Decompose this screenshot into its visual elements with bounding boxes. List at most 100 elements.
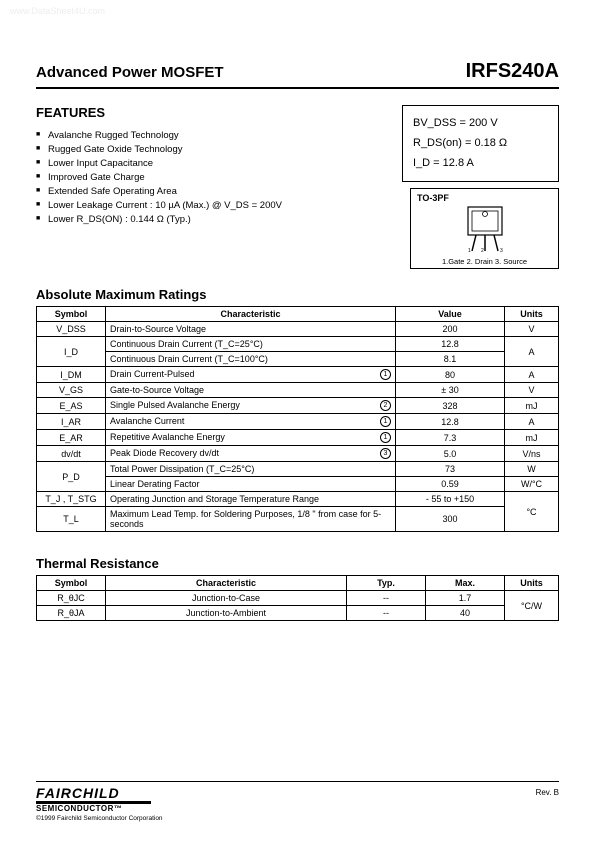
cell-symbol: P_D: [37, 462, 106, 492]
title-left: Advanced Power MOSFET: [36, 64, 224, 81]
svg-text:3: 3: [500, 248, 503, 254]
spec-line-2: R_DS(on) = 0.18 Ω: [413, 134, 548, 154]
cell-symbol: T_J , T_STG: [37, 492, 106, 507]
cell-units: °C/W: [505, 591, 559, 621]
table-row: Linear Derating Factor0.59W/°C: [37, 477, 559, 492]
note-icon: 1: [380, 416, 391, 427]
feature-item: Extended Safe Operating Area: [36, 186, 402, 197]
svg-text:1: 1: [468, 248, 471, 254]
revision: Rev. B: [536, 788, 559, 797]
note-icon: 2: [380, 400, 391, 411]
table-row: V_GSGate-to-Source Voltage± 30V: [37, 383, 559, 398]
cell-max: 40: [426, 606, 505, 621]
cell-symbol: R_θJA: [37, 606, 106, 621]
note-icon: 1: [380, 369, 391, 380]
abs-max-title: Absolute Maximum Ratings: [36, 287, 559, 302]
cell-units: A: [505, 367, 559, 383]
features-title: FEATURES: [36, 105, 402, 120]
th-char: Characteristic: [106, 307, 396, 322]
package-pins: 1.Gate 2. Drain 3. Source: [417, 257, 552, 266]
feature-item: Rugged Gate Oxide Technology: [36, 144, 402, 155]
cell-symbol: I_D: [37, 337, 106, 367]
cell-char: Total Power Dissipation (T_C=25°C): [106, 462, 396, 477]
cell-value: 7.3: [396, 430, 505, 446]
cell-units: W: [505, 462, 559, 477]
cell-char: Drain-to-Source Voltage: [106, 322, 396, 337]
cell-symbol: E_AR: [37, 430, 106, 446]
spec-line-1: BV_DSS = 200 V: [413, 114, 548, 134]
fairchild-logo: FAIRCHILD: [36, 786, 559, 800]
cell-value: 300: [396, 507, 505, 532]
footer: FAIRCHILD SEMICONDUCTOR™ ©1999 Fairchild…: [36, 781, 559, 822]
th-max: Max.: [426, 576, 505, 591]
cell-value: 0.59: [396, 477, 505, 492]
feature-item: Lower R_DS(ON) : 0.144 Ω (Typ.): [36, 214, 402, 225]
th-char: Characteristic: [106, 576, 347, 591]
cell-value: 8.1: [396, 352, 505, 367]
cell-value: 200: [396, 322, 505, 337]
cell-char: Junction-to-Ambient: [106, 606, 347, 621]
cell-typ: --: [347, 606, 426, 621]
cell-char: Avalanche Current1: [106, 414, 396, 430]
table-row: E_ARRepetitive Avalanche Energy17.3mJ: [37, 430, 559, 446]
cell-value: 328: [396, 398, 505, 414]
cell-value: 12.8: [396, 414, 505, 430]
semiconductor-text: SEMICONDUCTOR™: [36, 804, 559, 813]
cell-char: Gate-to-Source Voltage: [106, 383, 396, 398]
cell-char: Operating Junction and Storage Temperatu…: [106, 492, 396, 507]
feature-item: Avalanche Rugged Technology: [36, 130, 402, 141]
cell-typ: --: [347, 591, 426, 606]
cell-units: V/ns: [505, 446, 559, 462]
cell-units: mJ: [505, 398, 559, 414]
feature-list: Avalanche Rugged Technology Rugged Gate O…: [36, 130, 402, 225]
feature-item: Lower Leakage Current : 10 µA (Max.) @ V…: [36, 200, 402, 211]
cell-symbol: V_GS: [37, 383, 106, 398]
th-units: Units: [505, 576, 559, 591]
feature-item: Lower Input Capacitance: [36, 158, 402, 169]
th-symbol: Symbol: [37, 576, 106, 591]
cell-char: Drain Current-Pulsed1: [106, 367, 396, 383]
cell-units: V: [505, 322, 559, 337]
thermal-table: Symbol Characteristic Typ. Max. Units R_…: [36, 575, 559, 621]
th-symbol: Symbol: [37, 307, 106, 322]
cell-symbol: R_θJC: [37, 591, 106, 606]
cell-units: A: [505, 337, 559, 367]
cell-char: Junction-to-Case: [106, 591, 347, 606]
cell-char: Peak Diode Recovery dv/dt3: [106, 446, 396, 462]
cell-units: mJ: [505, 430, 559, 446]
feature-item: Improved Gate Charge: [36, 172, 402, 183]
cell-char: Linear Derating Factor: [106, 477, 396, 492]
watermark: www.DataSheet4U.com: [10, 6, 105, 16]
cell-units: W/°C: [505, 477, 559, 492]
table-row: E_ASSingle Pulsed Avalanche Energy2328mJ: [37, 398, 559, 414]
cell-symbol: I_AR: [37, 414, 106, 430]
cell-value: 73: [396, 462, 505, 477]
thermal-title: Thermal Resistance: [36, 556, 559, 571]
table-row: P_DTotal Power Dissipation (T_C=25°C)73W: [37, 462, 559, 477]
cell-symbol: I_DM: [37, 367, 106, 383]
part-number: IRFS240A: [466, 60, 559, 83]
cell-char: Repetitive Avalanche Energy1: [106, 430, 396, 446]
table-row: dv/dtPeak Diode Recovery dv/dt35.0V/ns: [37, 446, 559, 462]
th-value: Value: [396, 307, 505, 322]
cell-value: 80: [396, 367, 505, 383]
cell-symbol: T_L: [37, 507, 106, 532]
header: Advanced Power MOSFET IRFS240A: [36, 60, 559, 89]
cell-symbol: E_AS: [37, 398, 106, 414]
copyright: ©1999 Fairchild Semiconductor Corporatio…: [36, 815, 559, 822]
cell-char: Maximum Lead Temp. for Soldering Purpose…: [106, 507, 396, 532]
cell-units: A: [505, 414, 559, 430]
th-units: Units: [505, 307, 559, 322]
cell-symbol: dv/dt: [37, 446, 106, 462]
table-row: T_J , T_STGOperating Junction and Storag…: [37, 492, 559, 507]
table-row: V_DSSDrain-to-Source Voltage200V: [37, 322, 559, 337]
abs-max-table: Symbol Characteristic Value Units V_DSSD…: [36, 306, 559, 532]
table-row: T_LMaximum Lead Temp. for Soldering Purp…: [37, 507, 559, 532]
table-row: R_θJCJunction-to-Case--1.7°C/W: [37, 591, 559, 606]
cell-units: °C: [505, 492, 559, 532]
package-label: TO-3PF: [417, 193, 552, 203]
spec-line-3: I_D = 12.8 A: [413, 154, 548, 174]
table-row: I_DMDrain Current-Pulsed180A: [37, 367, 559, 383]
table-row: I_ARAvalanche Current112.8A: [37, 414, 559, 430]
cell-value: 5.0: [396, 446, 505, 462]
